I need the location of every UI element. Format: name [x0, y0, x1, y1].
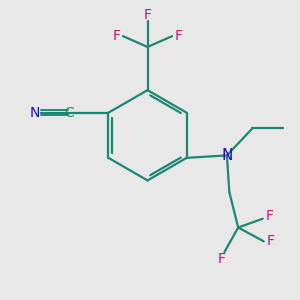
Text: F: F	[175, 29, 183, 43]
Text: F: F	[266, 209, 274, 223]
Text: N: N	[221, 148, 232, 163]
Text: N: N	[30, 106, 40, 120]
Text: F: F	[218, 252, 226, 266]
Text: F: F	[267, 234, 274, 248]
Text: F: F	[112, 29, 120, 43]
Text: C: C	[64, 106, 74, 120]
Text: F: F	[143, 8, 152, 22]
